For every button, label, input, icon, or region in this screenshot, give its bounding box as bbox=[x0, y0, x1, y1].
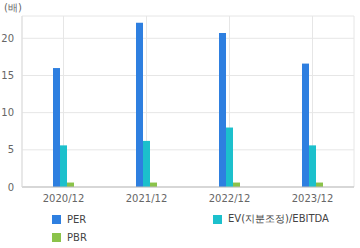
svg-text:2022/12: 2022/12 bbox=[209, 193, 251, 204]
svg-text:2023/12: 2023/12 bbox=[292, 193, 334, 204]
html-text:PBR: PBR bbox=[67, 232, 87, 243]
svg-text:10: 10 bbox=[8, 107, 14, 118]
html-text:PER: PER bbox=[67, 213, 87, 225]
svg-text:20: 20 bbox=[8, 33, 14, 44]
svg-text:0: 0 bbox=[8, 182, 14, 193]
html-text:EV(지분조정)/EBITDA: EV(지분조정)/EBITDA bbox=[228, 213, 329, 224]
svg-text:15: 15 bbox=[8, 70, 14, 81]
svg-text:2020/12: 2020/12 bbox=[43, 193, 85, 204]
svg-text:5: 5 bbox=[8, 144, 14, 155]
svg-text:2021/12: 2021/12 bbox=[126, 193, 168, 204]
html-text:(배): (배) bbox=[4, 2, 22, 13]
